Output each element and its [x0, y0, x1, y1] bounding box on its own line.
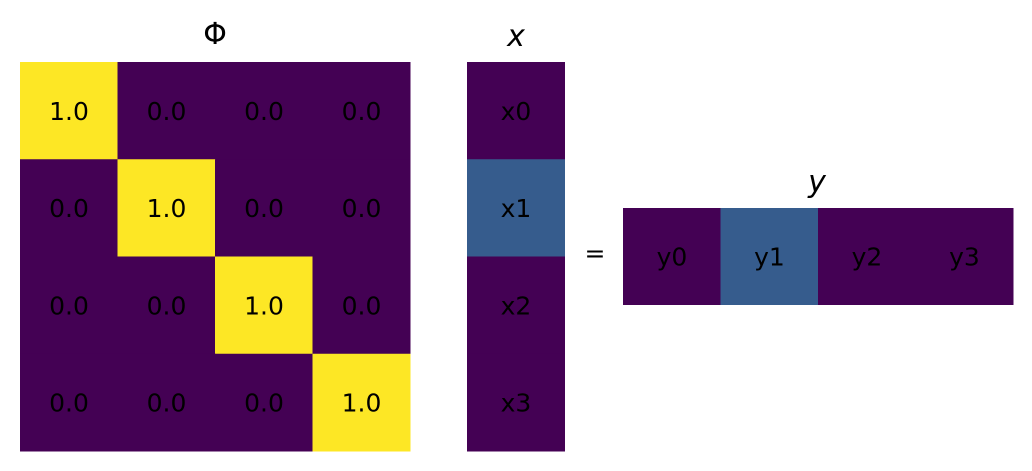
phi-matrix-cell: [312, 62, 411, 160]
phi-matrix-cell: [117, 159, 216, 257]
phi-matrix-cell: [312, 353, 411, 452]
x-vector-cell: [467, 159, 565, 257]
phi-matrix-cell: [117, 256, 216, 355]
phi-matrix-label: 1.0: [147, 194, 187, 223]
phi-matrix-label: 0.0: [342, 97, 382, 126]
phi-matrix-label: 0.0: [342, 291, 382, 320]
phi-matrix-label: 1.0: [244, 291, 284, 320]
phi-matrix-label: 0.0: [244, 97, 284, 126]
phi-matrix-cell: [20, 353, 118, 452]
y-vector-label: y0: [657, 243, 688, 272]
phi-matrix-cell: [312, 159, 411, 257]
phi-matrix-cell: [117, 62, 216, 160]
y-vector-cell: [720, 208, 819, 305]
phi-matrix-label: 0.0: [49, 291, 89, 320]
x-vector-cell: [467, 353, 565, 452]
y-vector-cells: y0 y1 y2 y3: [623, 208, 1014, 305]
phi-matrix-cell: [312, 256, 411, 355]
x-vector-label: x1: [501, 194, 532, 223]
x-vector-label: x3: [501, 389, 532, 418]
y-vector-cell: [818, 208, 916, 305]
y-vector-cell: [623, 208, 721, 305]
phi-matrix-cells: 1.0 0.0 0.0 0.0 0.0 1.0 0.0 0.0 0.0 0.0 1.0 0.0 0.0 0…: [20, 62, 411, 452]
phi-matrix-label: 1.0: [49, 97, 89, 126]
phi-matrix-cell: [215, 159, 313, 257]
phi-title: Φ: [203, 17, 227, 52]
phi-matrix-label: 0.0: [49, 389, 89, 418]
y-vector-label: y1: [754, 243, 785, 272]
phi-matrix-cell: [215, 62, 313, 160]
phi-matrix-cell: [20, 256, 118, 355]
equals-sign: =: [585, 239, 606, 268]
phi-matrix-cell: [215, 256, 313, 355]
phi-matrix-label: 0.0: [49, 194, 89, 223]
x-vector-cell: [467, 256, 565, 355]
phi-matrix-cell: [20, 159, 118, 257]
phi-matrix-cell: [20, 62, 118, 160]
phi-matrix-panel: Φ 1.0 0.0 0.0 0.0 0.0 1.0 0.0 0.0 0.0 0.0 1.0 0.0 0.…: [20, 17, 411, 452]
x-vector-label: x0: [501, 97, 532, 126]
y-vector-label: y2: [852, 243, 883, 272]
x-title: x: [506, 19, 525, 54]
x-vector-label: x2: [501, 291, 532, 320]
y-vector-cell: [915, 208, 1014, 305]
x-vector-panel: x x0 x1 x2 x3: [467, 19, 565, 452]
y-vector-panel: y y0 y1 y2 y3: [623, 165, 1014, 305]
phi-matrix-label: 1.0: [342, 389, 382, 418]
y-vector-label: y3: [949, 243, 980, 272]
phi-matrix-label: 0.0: [147, 389, 187, 418]
phi-matrix-label: 0.0: [147, 97, 187, 126]
y-title: y: [807, 165, 827, 200]
phi-matrix-cell: [215, 353, 313, 452]
phi-matrix-label: 0.0: [342, 194, 382, 223]
phi-matrix-label: 0.0: [244, 389, 284, 418]
phi-matrix-label: 0.0: [147, 291, 187, 320]
phi-matrix-label: 0.0: [244, 194, 284, 223]
x-vector-cells: x0 x1 x2 x3: [467, 62, 565, 452]
x-vector-cell: [467, 62, 565, 160]
phi-matrix-cell: [117, 353, 216, 452]
